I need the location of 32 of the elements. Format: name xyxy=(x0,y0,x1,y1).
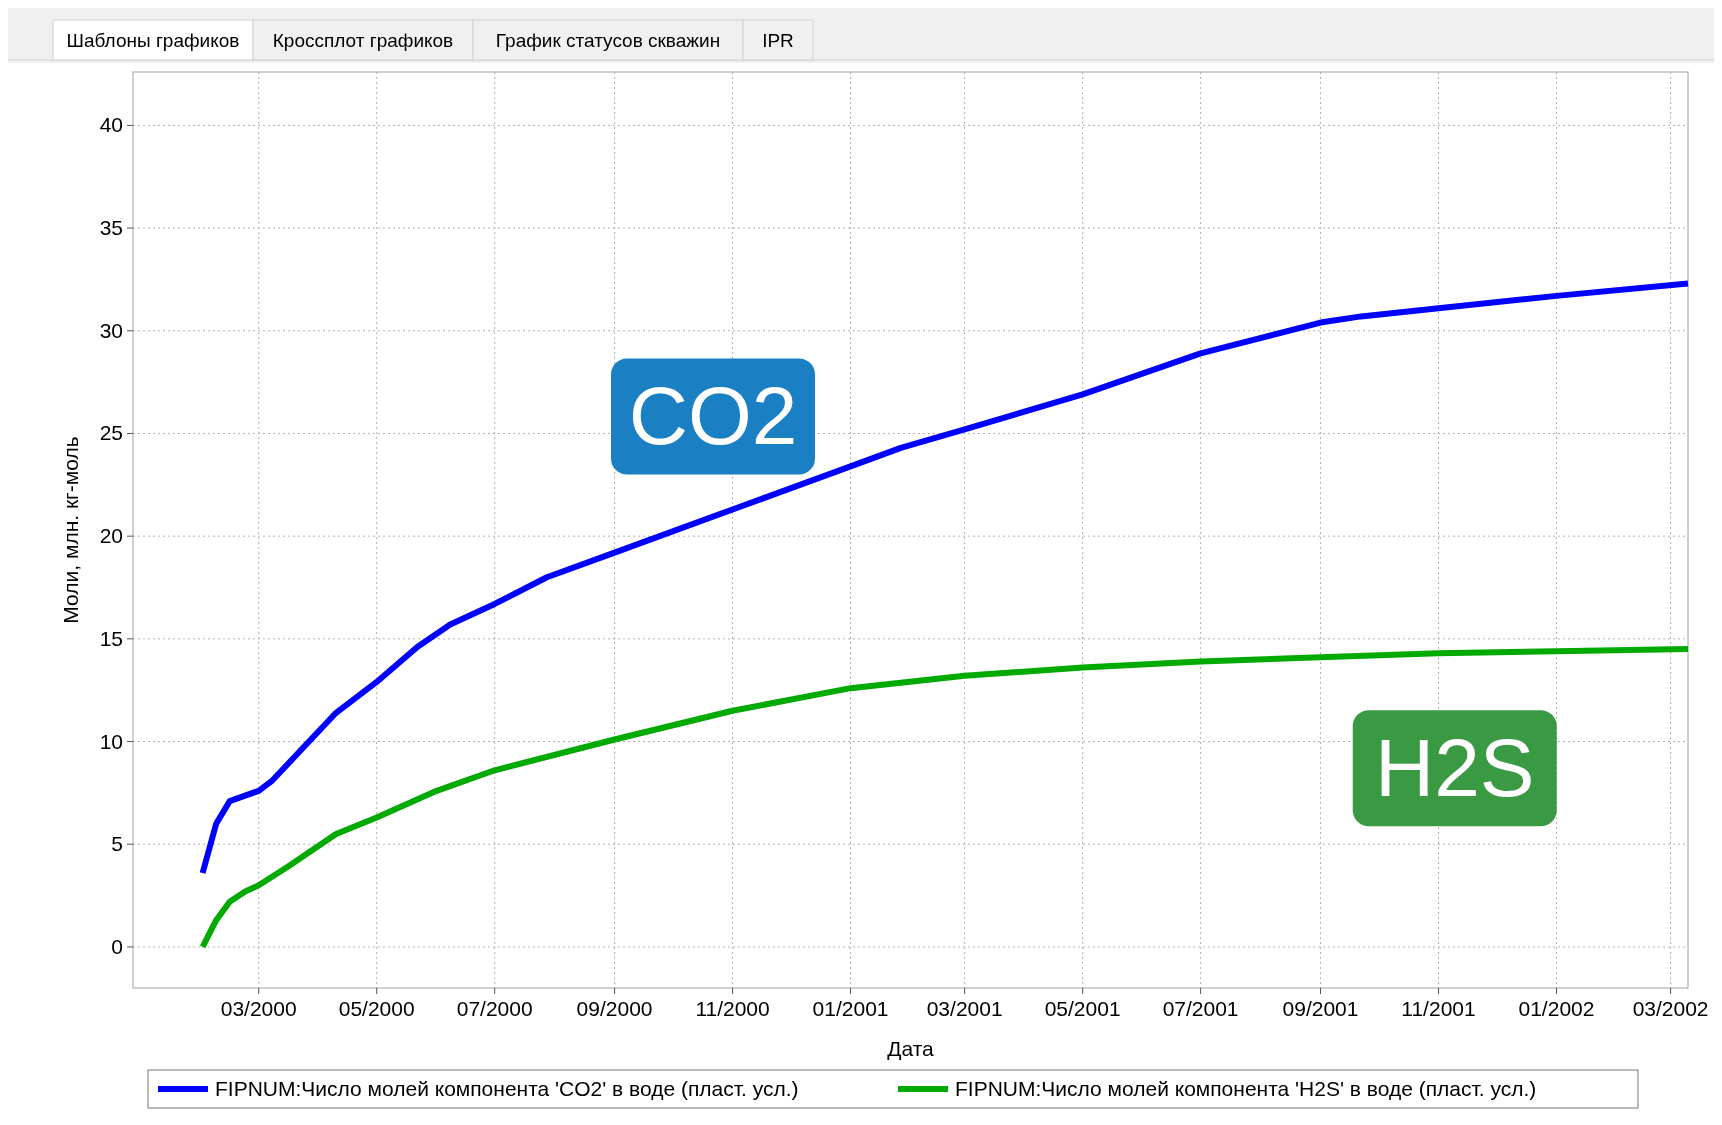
x-tick-label: 03/2002 xyxy=(1632,997,1709,1020)
legend-label: FIPNUM:Число молей компонента 'CO2' в воде (пласт. усл.) xyxy=(215,1077,799,1100)
x-tick-label: 01/2002 xyxy=(1518,997,1595,1020)
x-tick-label: 11/2001 xyxy=(1401,997,1476,1020)
y-tick-label: 5 xyxy=(111,832,123,856)
x-tick-label: 03/2001 xyxy=(926,997,1003,1020)
y-axis-title: Моли, млн. кг-моль xyxy=(59,436,82,624)
x-tick-label: 07/2001 xyxy=(1162,997,1239,1020)
y-tick-label: 0 xyxy=(111,934,123,958)
x-tick-label: 01/2001 xyxy=(812,997,889,1020)
text: Кроссплот графиков xyxy=(272,30,454,51)
y-tick-label: 40 xyxy=(99,113,123,137)
text: IPR xyxy=(762,30,794,51)
x-tick-label: 07/2000 xyxy=(456,997,533,1020)
x-tick-label: 05/2001 xyxy=(1044,997,1121,1020)
text: График статусов скважин xyxy=(495,30,721,51)
y-tick-label: 30 xyxy=(99,318,123,342)
y-tick-label: 25 xyxy=(99,421,123,445)
x-tick-label: 09/2001 xyxy=(1282,997,1359,1020)
x-tick-label: 09/2000 xyxy=(576,997,653,1020)
x-axis-title: Дата xyxy=(887,1037,935,1060)
y-tick-label: 15 xyxy=(99,626,123,650)
text: Шаблоны графиков xyxy=(66,30,240,51)
y-tick-label: 35 xyxy=(99,216,123,240)
annotation: H2S xyxy=(1374,722,1535,814)
annotation: CO2 xyxy=(628,370,798,462)
y-tick-label: 20 xyxy=(99,524,123,548)
y-tick-label: 10 xyxy=(99,729,123,753)
x-tick-label: 05/2000 xyxy=(338,997,415,1020)
legend-label: FIPNUM:Число молей компонента 'H2S' в воде (пласт. усл.) xyxy=(955,1077,1537,1100)
x-tick-label: 11/2000 xyxy=(695,997,770,1020)
x-tick-label: 03/2000 xyxy=(220,997,297,1020)
